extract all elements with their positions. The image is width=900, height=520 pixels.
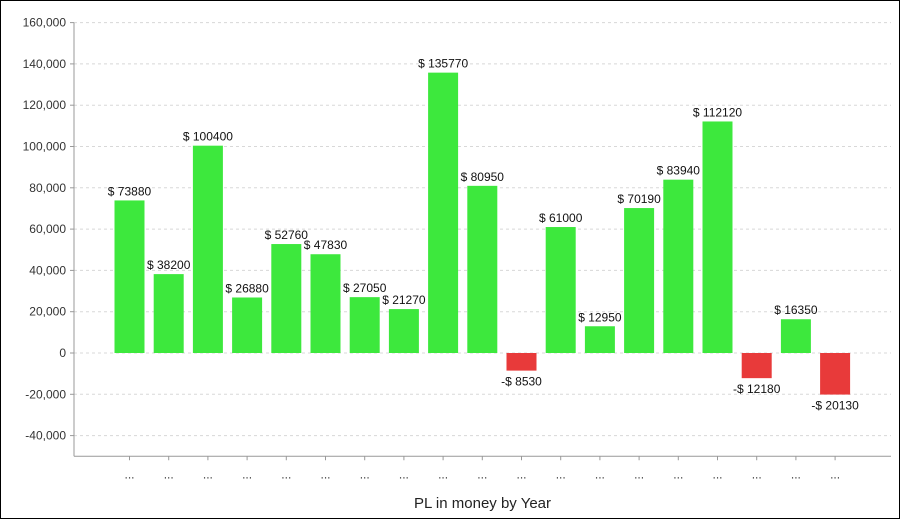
x-axis-ticks: ........................................… [124, 456, 840, 481]
data-labels: $ 73880 $ 38200 $ 100400 $ 26880 $ 52760$ 47… [108, 57, 859, 413]
x-tick-label: ... [556, 467, 566, 481]
bar [506, 353, 537, 371]
y-tick-label: 20,000 [29, 305, 66, 319]
bar [114, 200, 145, 353]
data-label: $ 16350 [774, 303, 818, 317]
bar [467, 185, 498, 353]
x-tick-label: ... [124, 467, 134, 481]
x-axis-title: PL in money by Year [414, 495, 551, 512]
bar [624, 208, 655, 353]
bar [663, 179, 694, 353]
bar [780, 319, 811, 353]
data-label: -$ 12180 [733, 382, 781, 396]
x-tick-label: ... [242, 467, 252, 481]
y-tick-label: 80,000 [29, 181, 66, 195]
x-tick-label: ... [830, 467, 840, 481]
x-tick-label: ... [281, 467, 291, 481]
bar [702, 121, 733, 353]
bar [349, 297, 380, 353]
data-label: $ 21270 [382, 293, 426, 307]
data-label: $ 38200 [147, 258, 191, 272]
x-tick-label: ... [477, 467, 487, 481]
data-label: $ 135770 [418, 57, 468, 71]
data-label: $ 80950 [461, 170, 505, 184]
y-tick-label: 140,000 [23, 57, 67, 71]
y-tick-label: 40,000 [29, 263, 66, 277]
bar [820, 353, 851, 395]
bar [192, 145, 223, 353]
y-tick-label: 160,000 [23, 16, 67, 30]
data-label: $ 27050 [343, 281, 387, 295]
data-label: $ 112120 [693, 105, 742, 119]
data-label: $ 83940 [657, 164, 701, 178]
x-tick-label: ... [164, 467, 174, 481]
x-tick-label: ... [320, 467, 330, 481]
y-tick-label: 60,000 [29, 222, 66, 236]
x-tick-label: ... [595, 467, 605, 481]
x-tick-label: ... [712, 467, 722, 481]
y-tick-label: 120,000 [23, 98, 67, 112]
bar [584, 326, 615, 353]
data-label: $ 70190 [617, 192, 661, 206]
x-tick-label: ... [438, 467, 448, 481]
bar [545, 227, 576, 353]
y-tick-label: -20,000 [25, 387, 66, 401]
x-tick-label: ... [516, 467, 526, 481]
y-axis-ticks: 160,000 140,000 120,000 100,000 80,000 60,000… [23, 16, 74, 443]
bar [153, 274, 184, 353]
bar [741, 353, 772, 379]
bars [114, 72, 851, 395]
x-tick-label: ... [791, 467, 801, 481]
y-tick-label: -40,000 [25, 429, 66, 443]
bar [271, 244, 302, 353]
bar [232, 297, 263, 353]
y-tick-label: 100,000 [23, 140, 67, 154]
data-label: $ 100400 [183, 130, 233, 144]
data-label: -$ 20130 [811, 399, 859, 413]
y-tick-label: 0 [59, 346, 66, 360]
x-tick-label: ... [634, 467, 644, 481]
data-label: $ 12950 [578, 310, 622, 324]
data-label: $ 73880 [108, 184, 152, 198]
data-label: $ 61000 [539, 211, 583, 225]
x-tick-label: ... [673, 467, 683, 481]
bar [428, 72, 459, 353]
data-label: $ 26880 [225, 281, 269, 295]
data-label: $ 47830 [304, 238, 348, 252]
data-label: $ 52760 [265, 228, 309, 242]
bar [388, 309, 419, 353]
bar [310, 254, 341, 353]
x-tick-label: ... [203, 467, 213, 481]
x-tick-label: ... [399, 467, 409, 481]
x-tick-label: ... [752, 467, 762, 481]
data-label: -$ 8530 [501, 375, 542, 389]
x-tick-label: ... [360, 467, 370, 481]
